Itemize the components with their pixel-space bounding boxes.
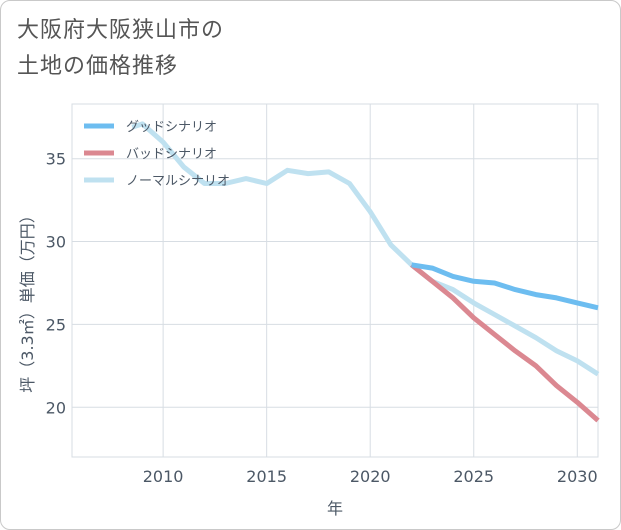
- y-tick-30: 30: [46, 233, 66, 252]
- series-line-0: [411, 262, 599, 311]
- y-tick-25: 25: [46, 315, 66, 334]
- series-line-1: [410, 262, 600, 423]
- chart-title: 大阪府大阪狭山市の 土地の価格推移: [17, 13, 224, 85]
- y-axis-label: 坪（3.3㎡）単価（万円）: [18, 207, 37, 392]
- x-tick-2020: 2020: [350, 467, 391, 486]
- legend-label-1: バッドシナリオ: [126, 147, 217, 162]
- y-tick-20: 20: [46, 398, 66, 417]
- chart-title-line-1: 大阪府大阪狭山市の: [17, 18, 225, 43]
- legend-label-0: グッドシナリオ: [126, 120, 217, 135]
- series-line-2: [131, 121, 600, 377]
- legend-label-2: ノーマルシナリオ: [126, 174, 230, 189]
- plot-area: [71, 103, 599, 458]
- series-lines: [131, 121, 600, 423]
- x-tick-2010: 2010: [143, 467, 184, 486]
- x-tick-2025: 2025: [453, 467, 494, 486]
- x-tick-2030: 2030: [557, 467, 598, 486]
- x-axis-label: 年: [327, 499, 343, 518]
- chart-title-line-2: 土地の価格推移: [17, 54, 179, 79]
- y-tick-35: 35: [46, 150, 66, 169]
- x-tick-2015: 2015: [246, 467, 287, 486]
